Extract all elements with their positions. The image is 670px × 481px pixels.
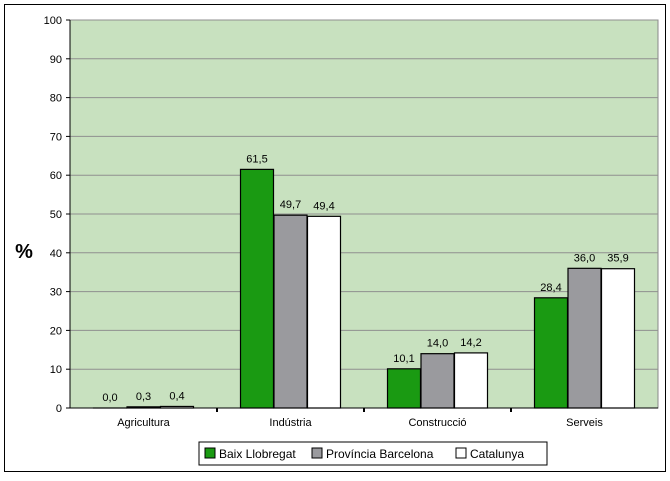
bar — [455, 353, 488, 408]
bar — [421, 354, 454, 408]
y-tick-label: 70 — [50, 131, 62, 143]
legend-label: Província Barcelona — [326, 447, 434, 461]
legend-swatch — [312, 448, 322, 458]
y-axis-title: % — [15, 241, 33, 263]
bar — [568, 268, 601, 408]
y-tick-label: 80 — [50, 93, 62, 105]
legend-label: Baix Llobregat — [219, 447, 296, 461]
legend-swatch — [456, 448, 466, 458]
y-tick-label: 10 — [50, 364, 62, 376]
data-label: 14,2 — [460, 337, 481, 349]
data-label: 36,0 — [574, 252, 595, 264]
bar — [308, 216, 341, 408]
legend: Baix Llobregat Província Barcelona Catalun… — [199, 442, 547, 465]
x-tick-label: Indústria — [269, 417, 312, 429]
y-tick-label: 100 — [44, 15, 62, 27]
data-label: 10,1 — [393, 353, 414, 365]
bar — [535, 298, 568, 408]
x-tick-label: Serveis — [566, 417, 603, 429]
bar — [602, 269, 635, 408]
bar — [241, 169, 274, 408]
data-label: 0,0 — [102, 392, 117, 404]
bar — [388, 369, 421, 408]
y-tick-label: 40 — [50, 248, 62, 260]
y-tick-label: 50 — [50, 209, 62, 221]
y-tick-label: 30 — [50, 287, 62, 299]
data-label: 14,0 — [427, 338, 448, 350]
y-tick-label: 20 — [50, 325, 62, 337]
x-tick-label: Construcció — [408, 417, 466, 429]
y-tick-label: 90 — [50, 54, 62, 66]
data-label: 28,4 — [540, 282, 561, 294]
data-label: 0,3 — [136, 391, 151, 403]
data-label: 0,4 — [169, 390, 184, 402]
legend-label: Catalunya — [470, 447, 524, 461]
data-label: 49,4 — [313, 200, 334, 212]
x-tick-label: Agricultura — [117, 417, 170, 429]
legend-swatch — [205, 448, 215, 458]
y-tick-label: 0 — [56, 403, 62, 415]
y-tick-label: 60 — [50, 170, 62, 182]
data-label: 35,9 — [607, 253, 628, 265]
data-label: 61,5 — [246, 153, 267, 165]
bar — [274, 215, 307, 408]
data-label: 49,7 — [280, 199, 301, 211]
